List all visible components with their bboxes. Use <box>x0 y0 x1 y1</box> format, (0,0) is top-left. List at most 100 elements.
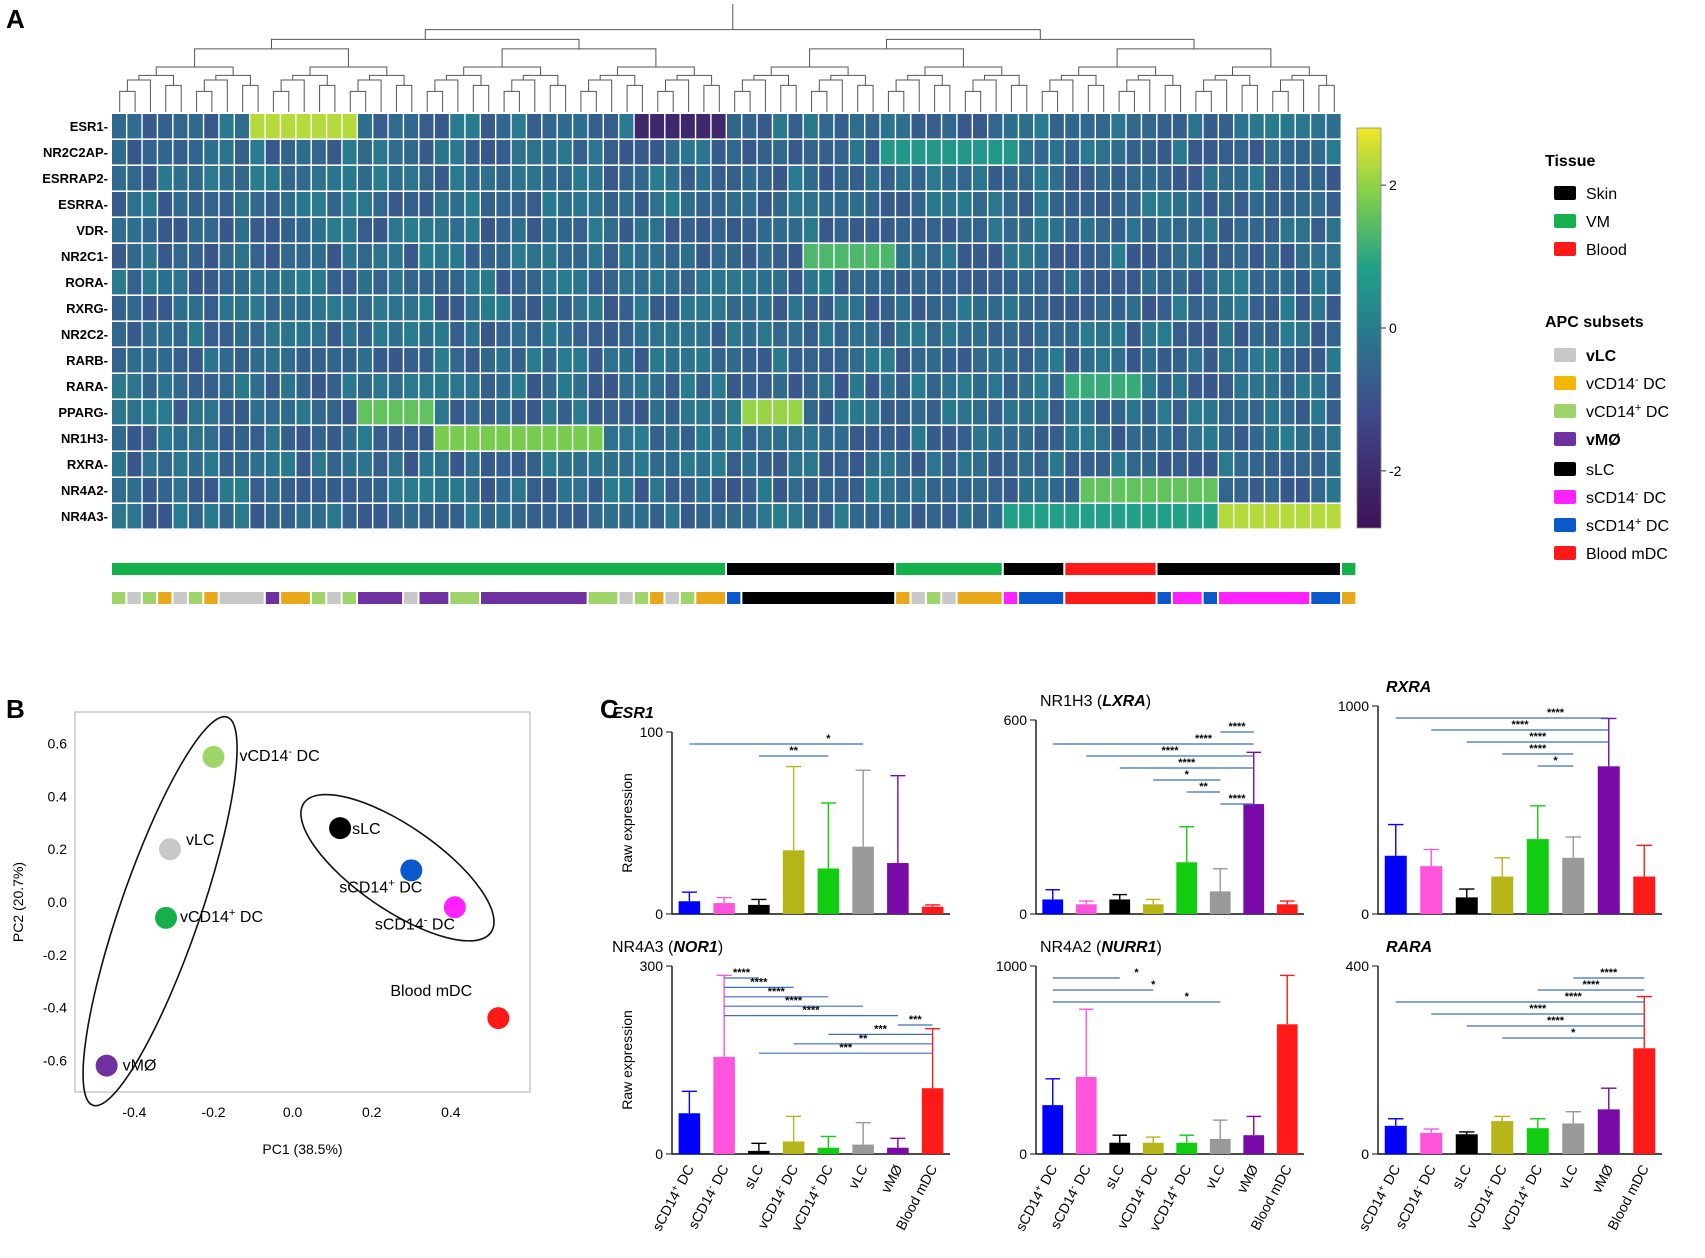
heatmap-cell <box>1080 478 1095 503</box>
heatmap-cell <box>1096 322 1110 347</box>
pca-point-label: vMØ <box>123 1058 157 1075</box>
heatmap-cell <box>757 270 772 295</box>
heatmap-cell <box>727 140 741 165</box>
sig-stars: **** <box>1547 1015 1565 1027</box>
heatmap-cell <box>896 244 911 269</box>
heatmap-cell <box>973 374 987 399</box>
heatmap-cell <box>1157 452 1172 477</box>
heatmap-cell <box>619 322 634 347</box>
heatmap-cell <box>757 322 772 347</box>
heatmap-cell <box>773 348 788 373</box>
heatmap-cell <box>926 140 941 165</box>
heatmap-cell <box>650 504 665 529</box>
heatmap-cell <box>588 322 603 347</box>
heatmap-cell <box>1065 140 1080 165</box>
heatmap-cell <box>557 504 572 529</box>
heatmap-cell <box>1203 478 1218 503</box>
pca-point-label: sCD14+ DC <box>339 877 422 896</box>
heatmap-cell <box>1126 192 1141 217</box>
heatmap-cell <box>588 504 603 529</box>
heatmap-cell <box>619 374 634 399</box>
heatmap-cell <box>1142 452 1157 477</box>
heatmap-cell <box>942 166 957 191</box>
dendrogram-branch <box>964 90 982 112</box>
subset-segment <box>650 592 664 604</box>
heatmap-cell <box>419 504 434 529</box>
heatmap-cell <box>112 244 126 269</box>
heatmap-cell <box>1111 452 1126 477</box>
heatmap-cell <box>988 270 1003 295</box>
bar-chart-title: NR4A3 (NOR1) <box>612 939 723 956</box>
heatmap-cell <box>281 218 296 243</box>
heatmap-cell <box>358 478 372 503</box>
heatmap-cell <box>1065 504 1080 529</box>
heatmap-cell <box>542 140 557 165</box>
heatmap-cell <box>1111 322 1126 347</box>
heatmap-cell <box>388 504 403 529</box>
bar <box>1276 1024 1298 1154</box>
heatmap-cell <box>358 114 372 139</box>
heatmap-cell <box>911 192 926 217</box>
heatmap-cell <box>1219 322 1233 347</box>
heatmap-cell <box>1311 218 1326 243</box>
heatmap-cell <box>742 270 757 295</box>
heatmap-cell <box>265 192 280 217</box>
heatmap-cell <box>1219 192 1233 217</box>
heatmap-cell <box>358 192 372 217</box>
sig-stars: * <box>1553 755 1558 767</box>
dendrogram-branch <box>155 66 234 76</box>
heatmap-cell <box>1234 426 1249 451</box>
heatmap-cell <box>465 426 480 451</box>
pca-x-tick: 0.0 <box>283 1104 303 1120</box>
heatmap-cell <box>1096 270 1110 295</box>
heatmap-cell <box>896 140 911 165</box>
heatmap-cell <box>1234 348 1249 373</box>
subset-segment <box>926 592 941 604</box>
heatmap-cell <box>219 270 234 295</box>
bar-y-tick-label: 600 <box>1004 712 1028 728</box>
heatmap-cell <box>173 374 188 399</box>
dendrogram-branch <box>280 79 305 112</box>
bar <box>1633 876 1656 914</box>
heatmap-cell <box>803 426 818 451</box>
heatmap-cell <box>327 452 342 477</box>
heatmap-cell <box>1234 192 1249 217</box>
heatmap-cell <box>404 166 419 191</box>
heatmap-cell <box>680 218 695 243</box>
tissue-annotation-bar <box>112 563 1356 575</box>
heatmap-cell <box>757 478 772 503</box>
subset-segment <box>204 592 218 604</box>
pca-ellipse-skin <box>300 793 495 942</box>
heatmap-cell <box>388 426 403 451</box>
subset-segment <box>957 592 1002 604</box>
heatmap-cell <box>557 478 572 503</box>
bar <box>1597 1109 1620 1154</box>
heatmap-cell <box>481 478 495 503</box>
heatmap-cell <box>880 270 895 295</box>
heatmap-cell <box>434 504 449 529</box>
heatmap-cell <box>911 114 926 139</box>
heatmap-cell <box>527 114 542 139</box>
dendrogram-branch <box>196 90 213 112</box>
heatmap-cell <box>235 244 249 269</box>
heatmap-cell <box>419 478 434 503</box>
heatmap-cell <box>1172 504 1187 529</box>
heatmap-cell <box>327 348 342 373</box>
heatmap-cell <box>1280 244 1295 269</box>
heatmap-cell <box>527 452 542 477</box>
heatmap-cell <box>619 504 634 529</box>
heatmap-cell <box>327 218 342 243</box>
heatmap-cell <box>665 504 680 529</box>
heatmap-cell <box>173 478 188 503</box>
heatmap-cell <box>788 426 803 451</box>
bar <box>782 1141 805 1154</box>
gene-labels: ESR1-NR2C2AP-ESRRAP2-ESRRA-VDR-NR2C1-ROR… <box>42 119 108 524</box>
subset-segment <box>311 592 326 604</box>
heatmap-cell <box>604 218 618 243</box>
heatmap-cell <box>1111 400 1126 425</box>
heatmap-cell <box>250 296 265 321</box>
heatmap-cell <box>250 114 265 139</box>
heatmap-cell <box>988 400 1003 425</box>
heatmap-cell <box>527 244 542 269</box>
heatmap-cell <box>1157 270 1172 295</box>
